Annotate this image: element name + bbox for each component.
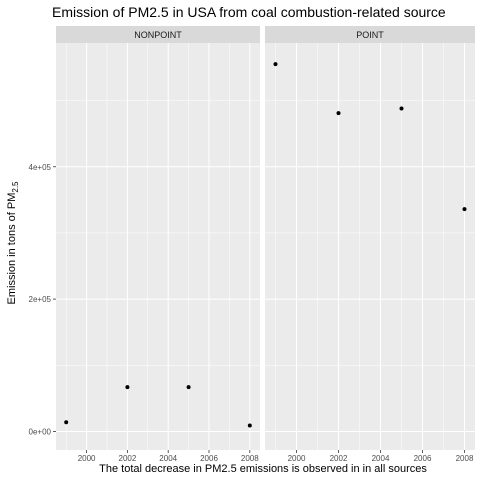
data-point [125, 385, 130, 390]
x-tick-label: 2002 [330, 454, 348, 463]
data-point [399, 106, 404, 111]
x-tick-label: 2004 [159, 454, 177, 463]
x-tick-label: 2006 [414, 454, 432, 463]
x-tick-label: 2002 [119, 454, 137, 463]
x-tick-label: 2000 [288, 454, 306, 463]
x-tick-label: 2006 [200, 454, 218, 463]
data-point [247, 423, 252, 428]
x-tick-label: 2008 [241, 454, 259, 463]
data-point [186, 385, 191, 390]
panel-nonpoint [56, 43, 260, 450]
panel-point [265, 43, 475, 450]
y-tick-label: 4e+05 [29, 163, 52, 172]
facet-strip-nonpoint [56, 26, 260, 43]
y-tick-label: 2e+05 [29, 295, 52, 304]
facet-label-point: POINT [356, 30, 384, 40]
y-axis-title-subscript: 2.5 [11, 181, 20, 193]
x-axis-title: The total decrease in PM2.5 emissions is… [99, 463, 427, 475]
x-tick-label: 2004 [372, 454, 390, 463]
data-point [336, 111, 341, 116]
facet-strip-point [265, 26, 475, 43]
plot-area: NONPOINT 2000 2002 2004 2006 2008 POINT 2000 200… [29, 26, 475, 463]
data-point [462, 207, 467, 212]
y-axis-title: Emission in tons of PM2.5 [6, 181, 20, 305]
y-axis-title-main: Emission in tons of PM [6, 193, 18, 305]
data-point [273, 62, 278, 67]
facet-label-nonpoint: NONPOINT [134, 30, 182, 40]
chart-title: Emission of PM2.5 in USA from coal combu… [52, 4, 446, 20]
x-tick-label: 2000 [78, 454, 96, 463]
x-tick-label: 2008 [456, 454, 474, 463]
y-tick-label: 0e+00 [29, 427, 52, 436]
data-point [64, 420, 69, 425]
